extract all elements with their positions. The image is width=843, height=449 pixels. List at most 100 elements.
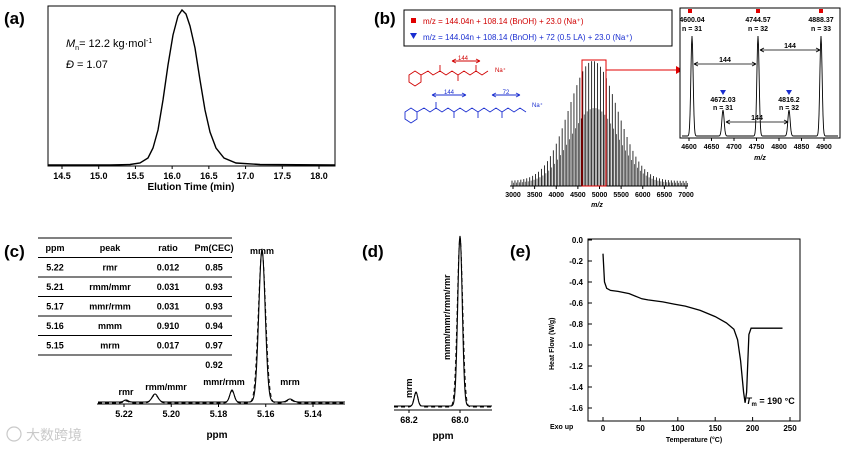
panel-b-main-xticks: 3000 3500 4000 4500 5000 5500 6000 6500 7000 — [505, 186, 694, 199]
panel-b-x-tick-label: 7000 — [678, 192, 694, 199]
panel-a-gpc-trace — [48, 8, 336, 166]
panel-b: (b) m/z = 144.04n + 108.14 (BnOH) + 23.0… — [374, 7, 841, 209]
peak-label-rmr: rmr — [118, 387, 134, 397]
inset-red-marker-icon — [688, 9, 692, 13]
panel-e-exo-up: Exo up — [550, 424, 573, 431]
inset-red-marker-icon — [756, 9, 760, 13]
panel-e-y-tick-label: -0.6 — [569, 299, 583, 308]
panel-e-y-tick-label: -1.6 — [569, 404, 583, 413]
inset-spacing-3: 144 — [751, 115, 763, 122]
panel-a-x-tick-label: 17.5 — [274, 171, 292, 181]
table-cell: mmr/rmm — [89, 302, 131, 312]
blue-structure-72-label: 72 — [503, 90, 510, 96]
panel-b-main-spectrum — [511, 61, 688, 186]
panel-e-y-tick-label: -0.8 — [569, 320, 583, 329]
panel-b-legend-red: m/z = 144.04n + 108.14 (BnOH) + 23.0 (Na… — [423, 17, 584, 26]
panel-c-nmr-spectrum — [98, 247, 345, 404]
table-cell: 0.93 — [205, 282, 223, 292]
inset-peak-2-n: n = 32 — [748, 26, 768, 33]
inset-spacing-arrows — [693, 47, 821, 125]
inset-spacing-2: 144 — [784, 43, 796, 50]
panel-d-label: (d) — [362, 242, 384, 261]
nmr-fit-trace — [394, 236, 492, 408]
table-cell: 5.21 — [46, 282, 64, 292]
table-header: Pm(CEC) — [194, 243, 233, 253]
inset-peak-2-mz: 4744.57 — [745, 17, 770, 24]
panel-a-x-tick-label: 16.5 — [200, 171, 218, 181]
panel-e-y-tick-label: -1.4 — [569, 383, 583, 392]
panel-c: (c) ppm peak ratio Pm(CEC) 5.22 rmr 0.012 0.85 5… — [4, 237, 345, 441]
panel-e-y-tick-label: -1.2 — [569, 362, 583, 371]
inset-peak-5-mz: 4816.2 — [778, 97, 800, 104]
inset-spacing-1: 144 — [719, 57, 731, 64]
panel-e-dsc-trace — [602, 253, 783, 403]
inset-blue-marker-icon — [720, 90, 726, 95]
panel-b-inset-x-tick-label: 4900 — [816, 144, 832, 151]
panel-a-x-tick-label: 17.0 — [237, 171, 255, 181]
panel-b-x-tick-label: 4000 — [548, 192, 564, 199]
panel-d-x-tick-label: 68.2 — [400, 415, 418, 425]
panel-e: (e) 0.0-0.2-0.4-0.6-0.8-1.0-1.2-1.4-1.6 … — [510, 236, 801, 444]
inset-peak-3-n: n = 33 — [811, 26, 831, 33]
table-cell: 5.15 — [46, 341, 64, 351]
panel-a-mn-annotation: Mn= 12.2 kg·mol-1 — [66, 38, 152, 52]
panel-b-inset-x-tick-label: 4650 — [704, 144, 720, 151]
table-cell: 0.94 — [205, 321, 223, 331]
table-cell: 5.16 — [46, 321, 64, 331]
inset-red-marker-icon — [819, 9, 823, 13]
panel-c-table: ppm peak ratio Pm(CEC) 5.22 rmr 0.012 0.85 5.21 r… — [38, 237, 234, 370]
blue-structure-na-label: Na⁺ — [532, 102, 543, 109]
table-cell: 0.017 — [157, 341, 180, 351]
inset-peak-1-n: n = 31 — [682, 26, 702, 33]
table-cell: 0.97 — [205, 341, 223, 351]
panel-a-x-tick-label: 15.5 — [127, 171, 145, 181]
blue-structure-144-label: 144 — [444, 90, 455, 96]
red-square-marker-icon — [411, 18, 416, 23]
panel-b-x-tick-label: 5500 — [613, 192, 629, 199]
panel-e-x-tick-label: 0 — [601, 424, 606, 433]
panel-b-inset-x-tick-label: 4750 — [749, 144, 765, 151]
table-cell: 0.910 — [157, 321, 180, 331]
panel-e-x-tick-label: 100 — [671, 424, 685, 433]
panel-e-x-tick-label: 250 — [783, 424, 797, 433]
peak-label-mrm: mrm — [280, 377, 300, 387]
table-cell: mrm — [100, 341, 120, 351]
panel-b-inset-x-tick-label: 4600 — [681, 144, 697, 151]
panel-b-inset-x-tick-label: 4700 — [726, 144, 742, 151]
peak-label-mmr-rmm: mmr/rmm — [203, 377, 245, 387]
panel-e-x-tick-label: 200 — [746, 424, 760, 433]
watermark-logo-icon — [6, 426, 22, 442]
panel-d-main-peak-label: mmm/mmr/rmm/rmr — [442, 274, 452, 360]
panel-e-x-tick-label: 150 — [709, 424, 723, 433]
panel-b-label: (b) — [374, 9, 396, 28]
panel-a-frame — [47, 5, 336, 167]
svg-text:Đ= 1.07: Đ = 1.07 — [66, 59, 108, 71]
panel-c-x-tick-label: 5.16 — [257, 409, 275, 419]
panel-b-x-tick-label: 6000 — [635, 192, 651, 199]
panel-b-inset-xticks: 4600 4650 4700 4750 4800 4850 4900 — [681, 138, 832, 151]
panel-e-y-tick-label: -0.2 — [569, 257, 583, 266]
panel-d-minor-peak-label: mrm — [404, 378, 414, 398]
panel-a-x-tick-label: 16.0 — [163, 171, 181, 181]
table-cell: 5.22 — [46, 263, 64, 273]
panel-b-x-tick-label: 5000 — [592, 192, 608, 199]
panel-a-xlabel: Elution Time (min) — [147, 182, 234, 193]
panel-c-xticks: 5.22 5.20 5.18 5.16 5.14 — [115, 404, 322, 419]
panel-a-dispersity: Đ = 1.07 — [66, 59, 108, 71]
panel-c-label: (c) — [4, 242, 25, 261]
watermark: 大数跨境 — [6, 426, 82, 443]
red-structure-na-label: Na⁺ — [495, 67, 506, 74]
panel-e-xticks: 0 50 100 150 200 250 — [601, 417, 797, 433]
panel-c-xlabel: ppm — [206, 430, 227, 441]
inset-peak-3-mz: 4888.37 — [808, 17, 833, 24]
panel-d-x-tick-label: 68.0 — [451, 415, 469, 425]
panel-b-x-tick-label: 6500 — [657, 192, 673, 199]
panel-b-inset-xlabel: m/z — [754, 155, 766, 162]
table-cell: mmm — [98, 321, 122, 331]
inset-peak-1-mz: 4600.04 — [679, 17, 704, 24]
panel-d-xlabel: ppm — [432, 431, 453, 442]
table-cell: 0.031 — [157, 282, 180, 292]
panel-c-x-tick-label: 5.18 — [210, 409, 228, 419]
panel-b-zoom-box — [581, 59, 607, 187]
